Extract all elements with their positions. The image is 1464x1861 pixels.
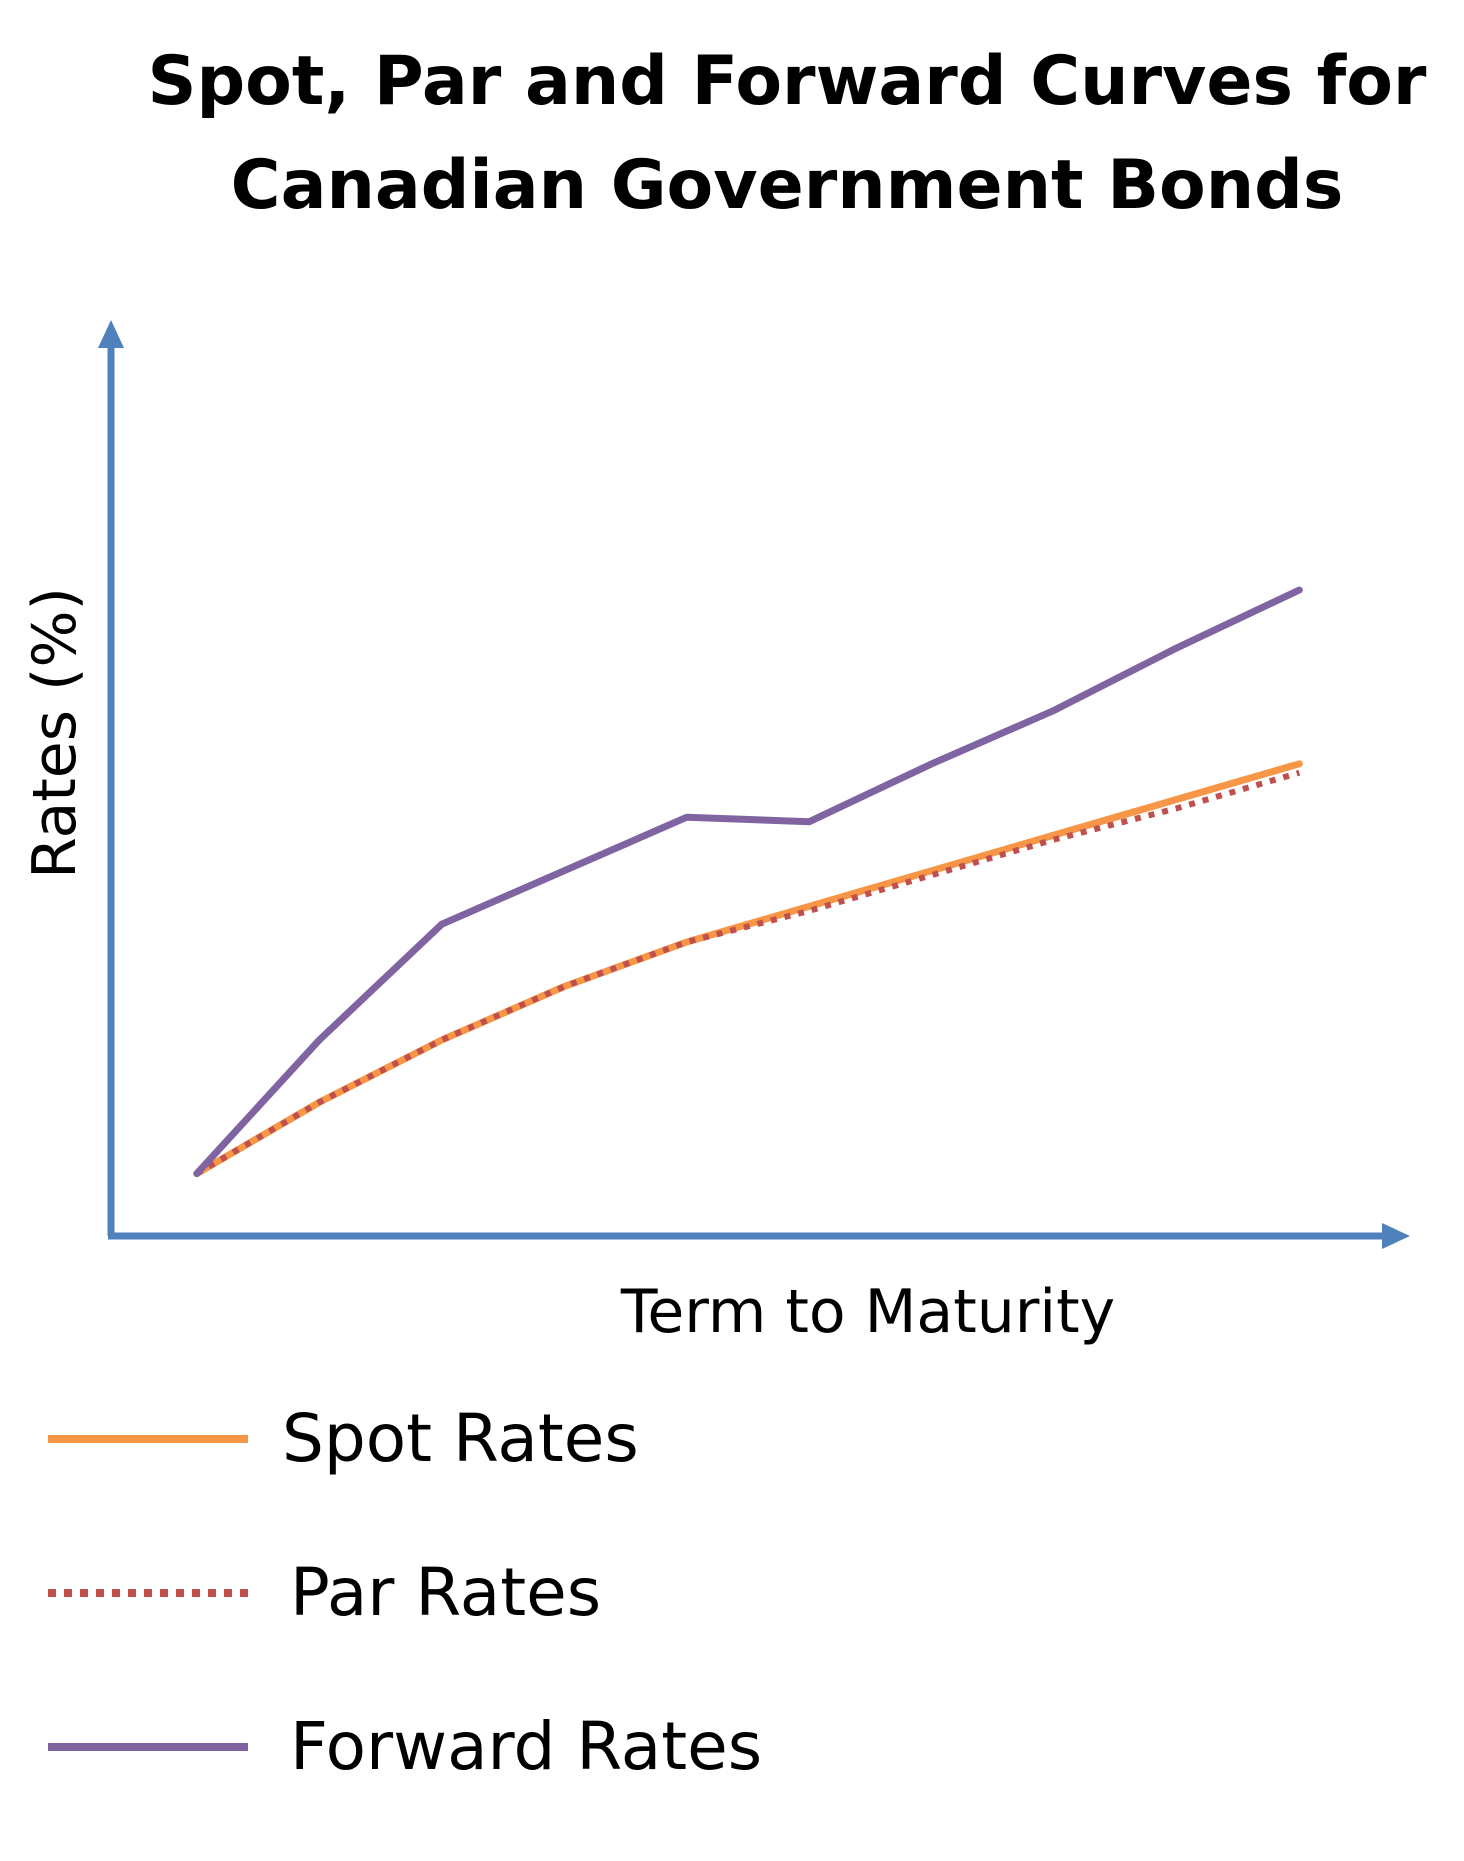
chart-title-line-1: Spot, Par and Forward Curves for bbox=[147, 42, 1427, 121]
chart-title-line-2: Canadian Government Bonds bbox=[230, 146, 1344, 225]
x-axis-label: Term to Maturity bbox=[620, 1277, 1115, 1347]
y-axis-label: Rates (%) bbox=[20, 587, 90, 879]
legend-label-forward-rates: Forward Rates bbox=[290, 1708, 762, 1785]
series-line-forward-rates bbox=[193, 586, 1303, 1178]
x-axis-arrowhead bbox=[1382, 1223, 1410, 1249]
legend: Spot Rates Par Rates Forward Rates bbox=[48, 1400, 762, 1785]
series-line-spot-rates bbox=[193, 760, 1303, 1178]
series-line-par-rates bbox=[195, 769, 1301, 1177]
legend-label-par-rates: Par Rates bbox=[290, 1554, 601, 1631]
series-layer bbox=[193, 586, 1303, 1178]
y-axis-arrowhead bbox=[98, 320, 124, 348]
axes bbox=[98, 320, 1410, 1249]
legend-label-spot-rates: Spot Rates bbox=[282, 1400, 639, 1477]
chart-title: Spot, Par and Forward Curves for Canadia… bbox=[0, 30, 1464, 238]
